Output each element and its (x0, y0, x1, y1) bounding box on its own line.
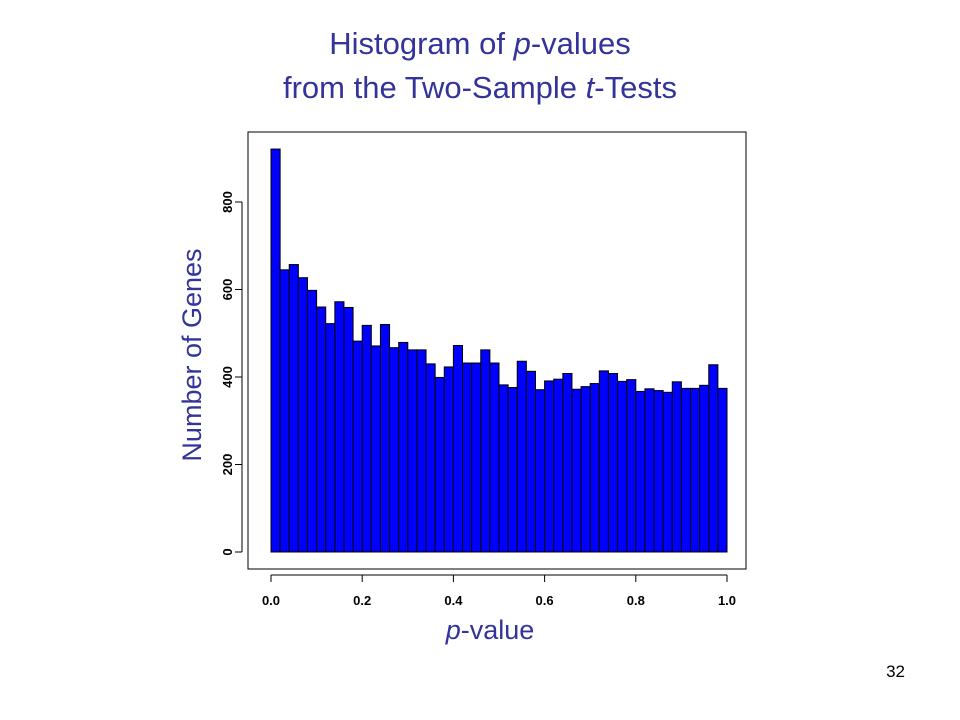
histogram-bar (306, 289, 318, 553)
y-tick-label: 600 (220, 279, 235, 301)
histogram-bar (279, 269, 290, 553)
histogram-bar (653, 390, 664, 553)
y-tick-label: 0 (220, 548, 235, 555)
histogram-bar (525, 370, 536, 553)
histogram-bar (507, 387, 518, 553)
x-tick-label: 0.8 (627, 593, 645, 608)
x-tick-label: 0.2 (353, 593, 371, 608)
histogram-bar (671, 381, 682, 553)
histogram-bar (571, 388, 582, 553)
histogram-bar (626, 379, 637, 553)
chart-title-line-1: Histogram of p-values (329, 26, 631, 61)
histogram-bar (544, 380, 555, 553)
histogram-bar (316, 306, 327, 553)
histogram-bar (398, 341, 409, 553)
histogram-bar (489, 362, 500, 553)
x-tick-label: 0.0 (262, 593, 280, 608)
histogram-bar (334, 301, 345, 553)
histogram-bar (598, 370, 609, 553)
histogram-bar (617, 380, 628, 553)
histogram-bar (690, 387, 701, 553)
histogram-bar (379, 324, 391, 553)
histogram-bar (425, 363, 436, 553)
histogram-bar (635, 390, 646, 553)
histogram-bar (443, 366, 454, 553)
page-number: 32 (886, 662, 905, 681)
y-axis-label: Number of Genes (177, 248, 207, 462)
histogram-bar (580, 386, 591, 553)
histogram-bar (480, 349, 491, 553)
histogram-bar (717, 387, 728, 553)
histogram-bar (562, 373, 573, 553)
x-tick-label: 0.4 (444, 593, 463, 608)
histogram-bar (370, 345, 381, 553)
histogram-bar (516, 360, 527, 553)
histogram-bar (270, 148, 281, 553)
y-tick-label: 200 (220, 454, 235, 476)
histogram-bar (680, 387, 692, 553)
x-axis-label: p-value (445, 615, 535, 645)
histogram-bar (416, 349, 427, 553)
histogram-bar (662, 391, 673, 553)
chart-title-line-2: from the Two-Sample t-Tests (283, 70, 677, 105)
chart-title: Histogram of p-values from the Two-Sampl… (0, 22, 960, 110)
histogram-bar (589, 383, 600, 553)
histogram-bar (644, 388, 655, 553)
histogram-bar (607, 373, 619, 553)
histogram-bar (325, 323, 336, 553)
y-axis: 0 200 400 600 800 (220, 191, 243, 556)
histogram-bar (699, 384, 710, 553)
y-tick-label: 800 (220, 191, 235, 213)
histogram-bar (352, 340, 363, 553)
histogram-bar (553, 378, 564, 553)
histogram-bar (471, 362, 482, 553)
histogram-bar (361, 324, 372, 553)
y-tick-label: 400 (220, 366, 235, 388)
histogram-bars (270, 148, 728, 553)
x-axis: 0.0 0.2 0.4 0.6 0.8 1.0 (262, 574, 736, 608)
histogram-bar (288, 264, 299, 553)
histogram-bar (407, 349, 418, 553)
x-tick-label: 1.0 (718, 593, 736, 608)
histogram-bar (343, 306, 354, 553)
histogram-bar (389, 347, 400, 553)
x-tick-label: 0.6 (536, 593, 554, 608)
histogram-bar (434, 376, 445, 553)
histogram-bar (708, 364, 719, 553)
histogram-bar (534, 389, 546, 553)
histogram-bar (462, 362, 473, 553)
histogram-bar (498, 384, 509, 553)
plot-frame (247, 131, 747, 570)
histogram-bar (452, 345, 464, 553)
histogram-bar (297, 277, 308, 553)
